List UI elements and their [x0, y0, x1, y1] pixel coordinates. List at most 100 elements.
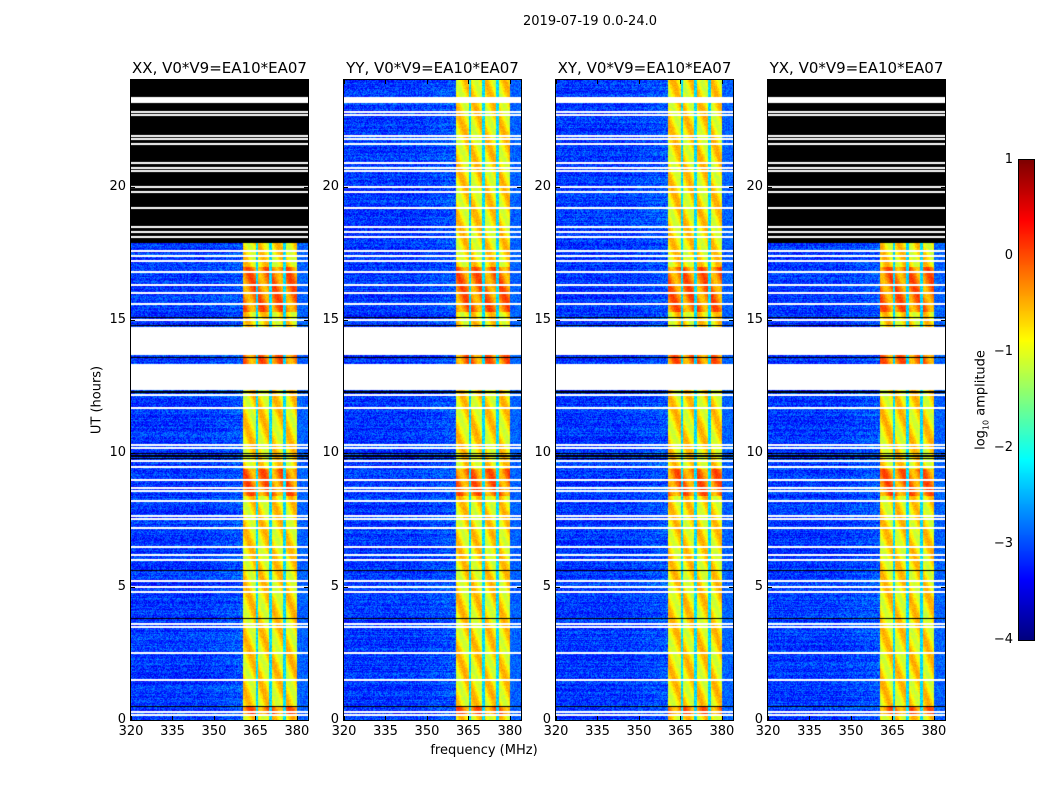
x-tick-mark — [933, 716, 935, 720]
colorbar-tick-label: −3 — [993, 536, 1013, 551]
y-tick-label: 20 — [534, 178, 551, 194]
y-tick-mark — [304, 720, 308, 721]
colorbar-tick-label: −2 — [993, 440, 1013, 455]
y-tick-label: 15 — [534, 312, 551, 327]
y-tick-mark — [556, 586, 560, 588]
x-tick-mark — [255, 80, 257, 84]
x-tick-label: 350 — [414, 724, 440, 739]
x-tick-label: 320 — [118, 724, 144, 739]
y-tick-label: 20 — [322, 178, 339, 194]
x-tick-mark — [892, 80, 894, 84]
heatmap-cells — [131, 80, 308, 720]
x-tick-label: 350 — [838, 724, 864, 739]
x-axis-label: frequency (MHz) — [430, 743, 538, 758]
figure-title: 2019-07-19 0.0-24.0 — [523, 14, 657, 29]
colorbar-tick-label: −1 — [993, 344, 1013, 359]
y-tick-label: 10 — [322, 445, 339, 461]
y-tick-mark — [344, 586, 348, 588]
x-tick-mark — [468, 716, 470, 720]
y-tick-mark — [941, 720, 945, 721]
x-tick-label: 335 — [373, 724, 398, 739]
y-tick-label: 15 — [322, 312, 339, 327]
x-tick-label: 380 — [284, 724, 310, 739]
y-tick-mark — [344, 186, 348, 188]
y-tick-mark — [729, 320, 733, 321]
x-tick-mark — [296, 716, 298, 720]
x-tick-mark — [597, 80, 599, 84]
x-tick-mark — [255, 716, 257, 720]
colorbar-label: log10 amplitude — [974, 350, 991, 450]
heatmap-panel — [767, 79, 946, 721]
y-tick-mark — [729, 453, 733, 455]
y-tick-label: 0 — [330, 712, 339, 727]
y-tick-mark — [304, 586, 308, 588]
x-tick-label: 365 — [456, 724, 481, 739]
x-tick-mark — [892, 716, 894, 720]
panel-title: XY, V0*V9=EA10*EA07 — [557, 59, 732, 77]
x-tick-label: 335 — [585, 724, 610, 739]
x-tick-mark — [296, 80, 298, 84]
x-tick-label: 350 — [626, 724, 652, 739]
x-tick-mark — [768, 716, 769, 720]
y-tick-label: 0 — [117, 712, 126, 727]
y-tick-mark — [131, 586, 135, 588]
heatmap-cells — [768, 80, 945, 720]
y-axis-label: UT (hours) — [89, 365, 105, 435]
heatmap-cells — [556, 80, 733, 720]
x-tick-label: 380 — [497, 724, 523, 739]
x-tick-mark — [597, 716, 599, 720]
heatmap-panel — [343, 79, 522, 721]
x-tick-mark — [638, 716, 640, 720]
colorbar-gradient — [1019, 160, 1034, 640]
y-tick-mark — [729, 586, 733, 588]
y-tick-mark — [729, 186, 733, 188]
heatmap-panel — [130, 79, 309, 721]
x-tick-mark — [172, 716, 174, 720]
y-tick-label: 5 — [330, 578, 339, 594]
x-tick-mark — [172, 80, 174, 84]
y-tick-label: 0 — [542, 712, 551, 727]
x-tick-mark — [385, 716, 387, 720]
y-tick-mark — [556, 186, 560, 188]
x-tick-mark — [344, 716, 345, 720]
x-tick-label: 320 — [755, 724, 781, 739]
x-tick-mark — [721, 716, 723, 720]
x-tick-mark — [131, 80, 132, 84]
x-tick-mark — [556, 716, 557, 720]
x-tick-label: 365 — [880, 724, 905, 739]
y-tick-mark — [517, 586, 521, 588]
y-tick-mark — [304, 186, 308, 188]
x-tick-mark — [768, 80, 769, 84]
y-tick-label: 15 — [109, 312, 126, 327]
x-tick-mark — [426, 80, 428, 84]
y-tick-mark — [344, 720, 348, 721]
y-tick-mark — [941, 320, 945, 321]
y-tick-mark — [304, 320, 308, 321]
colorbar-label-rest: amplitude — [973, 350, 989, 420]
y-tick-mark — [556, 320, 560, 321]
y-tick-mark — [344, 320, 348, 321]
x-tick-label: 365 — [668, 724, 693, 739]
y-tick-mark — [768, 720, 772, 721]
x-tick-mark — [468, 80, 470, 84]
x-tick-label: 380 — [921, 724, 947, 739]
x-tick-mark — [509, 80, 511, 84]
y-tick-label: 5 — [542, 578, 551, 594]
x-tick-label: 320 — [331, 724, 357, 739]
y-tick-mark — [517, 186, 521, 188]
y-tick-mark — [768, 453, 772, 455]
x-tick-mark — [131, 716, 132, 720]
heatmap-panel — [555, 79, 734, 721]
x-tick-label: 335 — [797, 724, 822, 739]
y-tick-mark — [131, 453, 135, 455]
x-tick-mark — [385, 80, 387, 84]
x-tick-label: 320 — [543, 724, 569, 739]
x-tick-mark — [213, 80, 215, 84]
y-tick-label: 10 — [746, 445, 763, 461]
x-tick-mark — [680, 716, 682, 720]
y-tick-mark — [729, 720, 733, 721]
colorbar-label-sub: 10 — [981, 419, 991, 431]
y-tick-label: 20 — [109, 178, 126, 194]
x-tick-mark — [809, 80, 811, 84]
colorbar-tick-label: −4 — [993, 632, 1013, 647]
